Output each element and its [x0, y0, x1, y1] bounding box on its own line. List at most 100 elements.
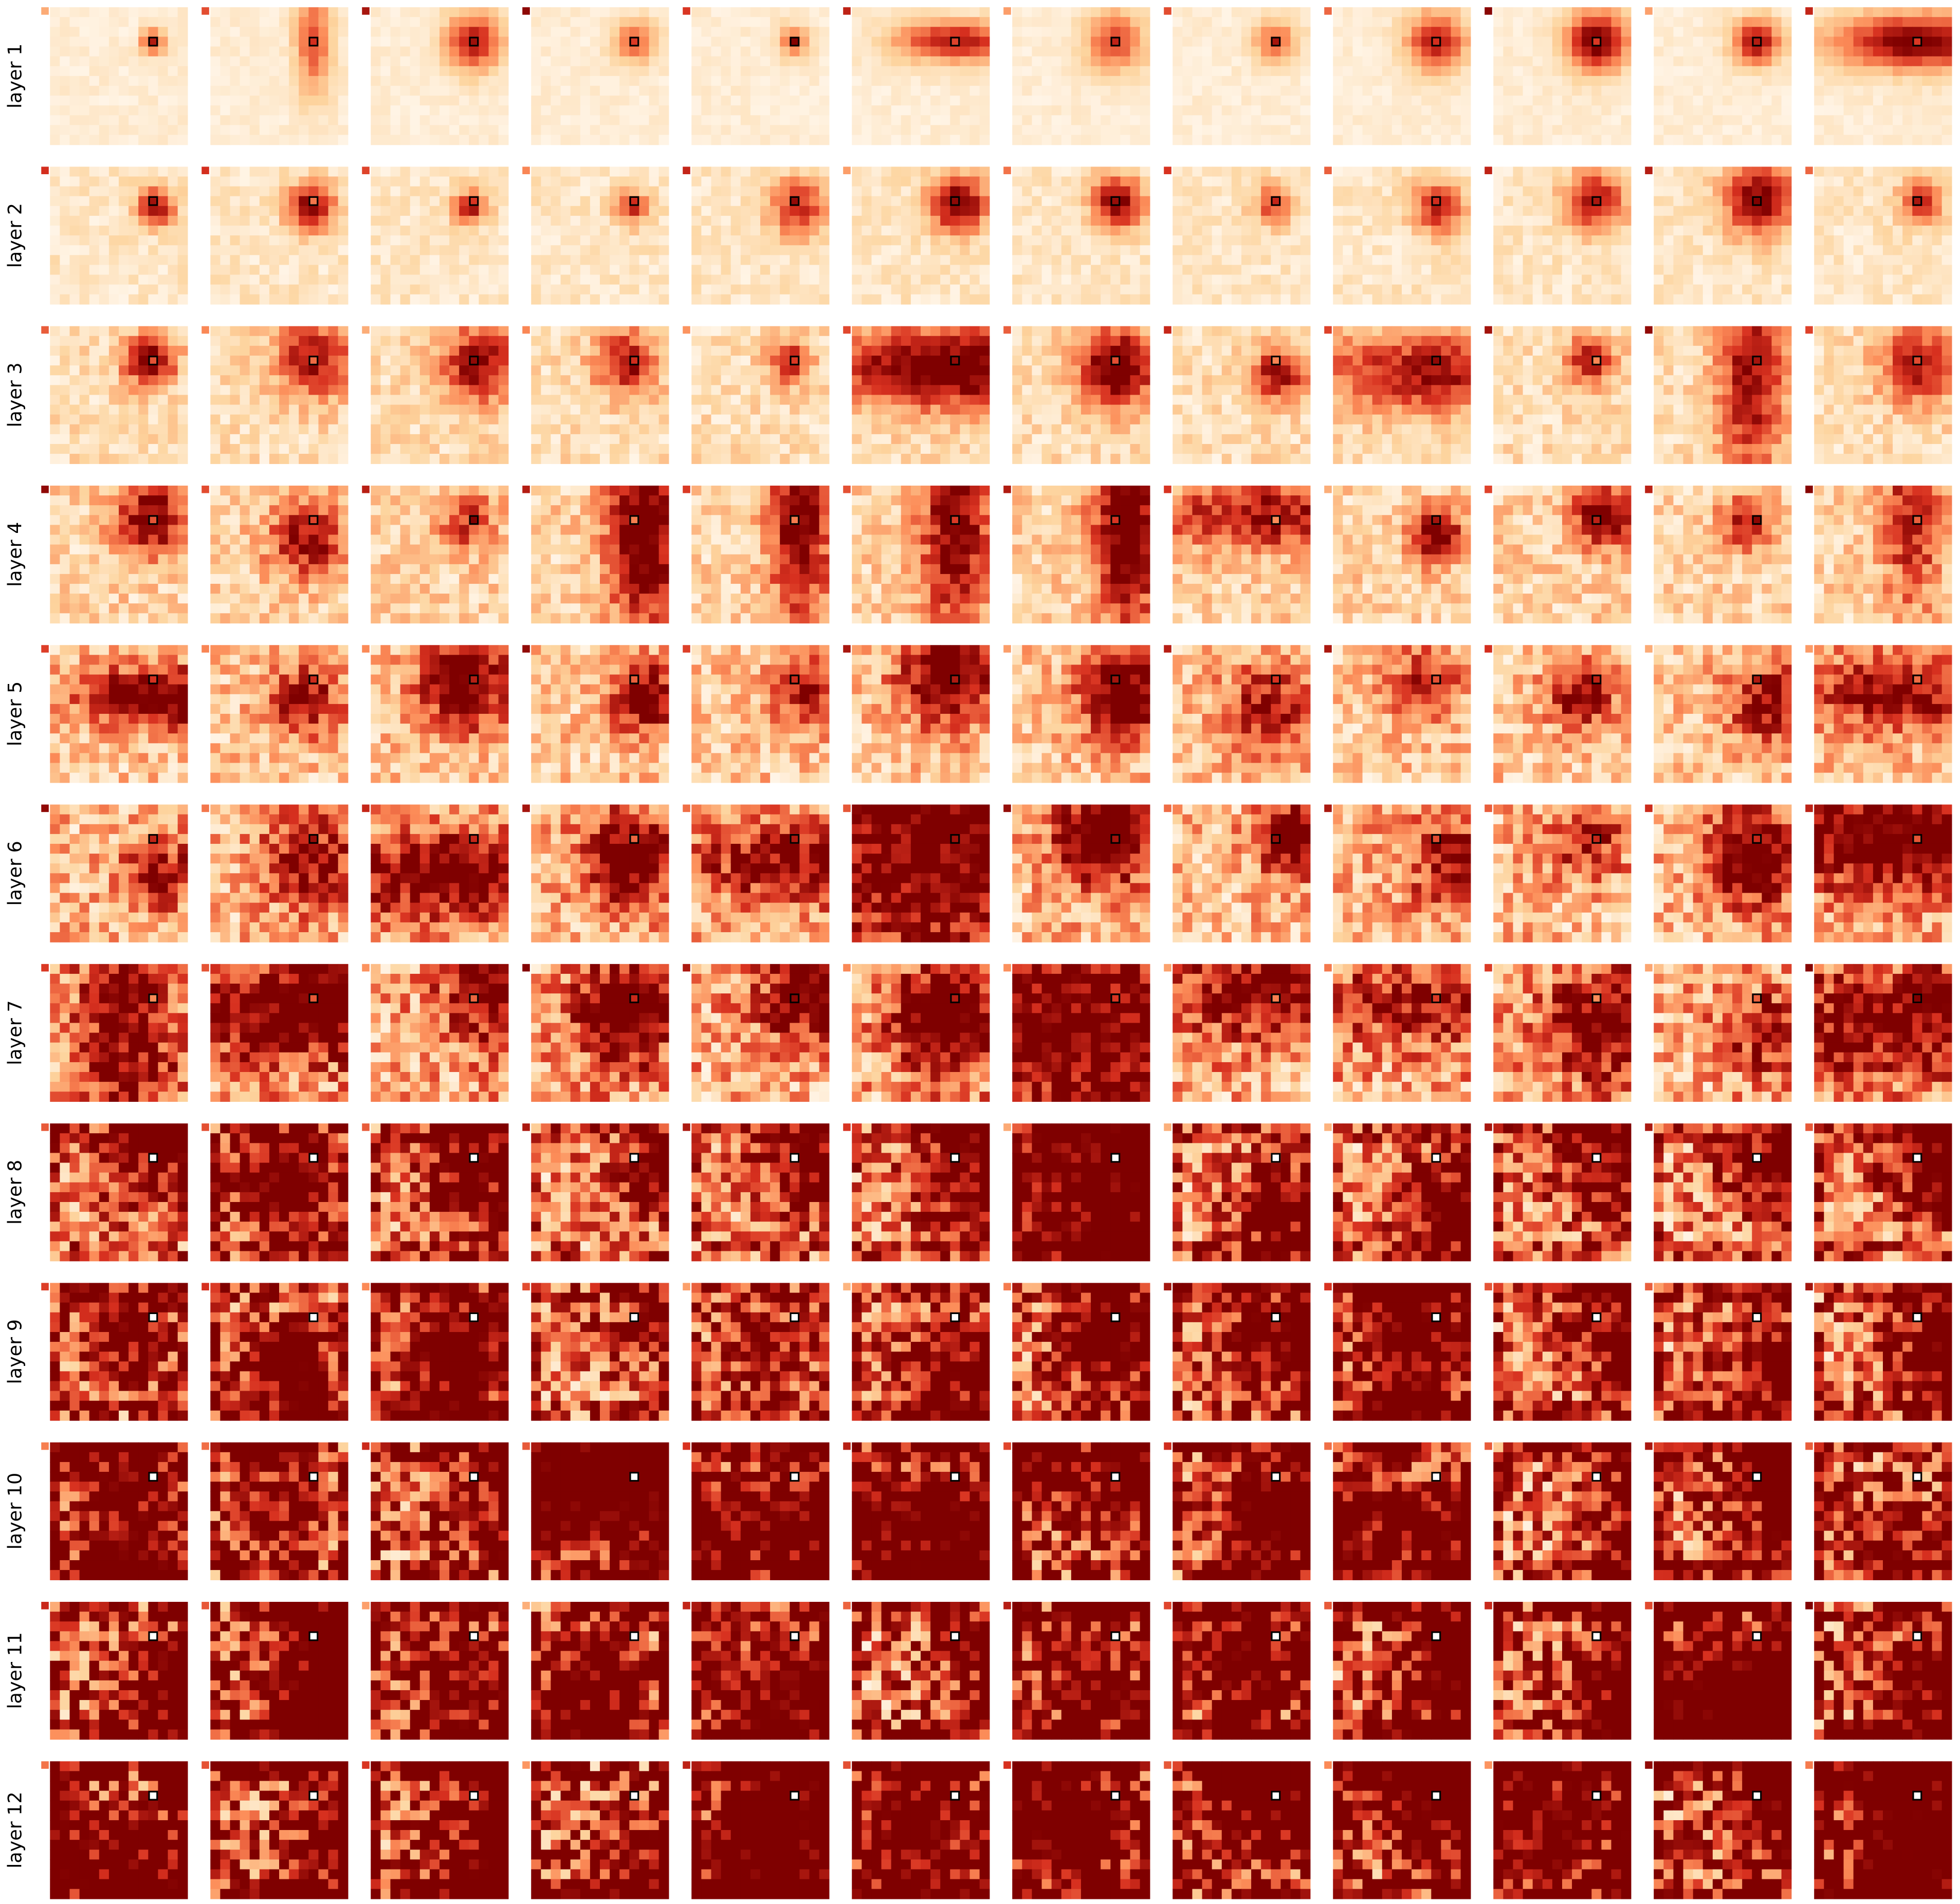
heatmap-cell	[721, 294, 731, 305]
heatmap-cell	[619, 176, 630, 187]
heatmap-cell	[969, 255, 980, 266]
heatmap-cell	[1173, 226, 1183, 236]
heatmap-cell	[1280, 56, 1291, 67]
heatmap-cell	[1902, 56, 1913, 67]
heatmap-cell	[901, 265, 911, 275]
query-marker	[1110, 196, 1121, 206]
heatmap-cell	[770, 255, 780, 266]
heatmap-cell	[760, 76, 771, 86]
heatmap-cell	[338, 196, 349, 207]
heatmap-cell	[1451, 135, 1461, 145]
heatmap-cell	[1280, 235, 1291, 246]
heatmap-cell	[871, 245, 882, 256]
heatmap-cell	[920, 196, 931, 207]
heatmap-cell	[852, 7, 863, 17]
heatmap-cell	[871, 76, 882, 86]
heatmap-cell	[488, 76, 499, 86]
heatmap-cell	[1451, 226, 1461, 236]
heatmap-cell	[1712, 176, 1723, 187]
heatmap-cell	[89, 326, 100, 337]
heatmap-cell	[1523, 85, 1533, 96]
heatmap-cell	[590, 56, 600, 67]
heatmap-cell	[269, 186, 280, 197]
heatmap	[1003, 167, 1150, 305]
heatmap-cell	[449, 27, 460, 38]
heatmap-cell	[790, 176, 800, 187]
heatmap-cell	[1362, 186, 1373, 197]
heatmap-cell	[1241, 215, 1252, 226]
heatmap-cell	[740, 36, 751, 47]
heatmap-cell	[210, 294, 221, 305]
heatmap-cell	[1032, 135, 1042, 145]
heatmap-cell	[701, 215, 712, 226]
heatmap-cell	[269, 36, 280, 47]
heatmap-cell	[1460, 135, 1471, 145]
heatmap-cell	[449, 255, 460, 266]
heatmap-cell	[1532, 105, 1543, 116]
heatmap-cell	[60, 176, 70, 187]
heatmap-cell	[79, 235, 90, 246]
heatmap-cell	[108, 226, 119, 236]
heatmap-cell	[1460, 265, 1471, 275]
heatmap-cell	[1362, 76, 1373, 86]
heatmap-cell	[910, 294, 921, 305]
heatmap-cell	[1722, 255, 1733, 266]
heatmap-cell	[701, 85, 712, 96]
heatmap-cell	[380, 46, 391, 57]
heatmap-cell	[1352, 85, 1363, 96]
heatmap-cell	[299, 176, 309, 187]
heatmap-cell	[658, 36, 669, 47]
heatmap-cell	[1382, 17, 1393, 28]
heatmap-cell	[1140, 245, 1150, 256]
heatmap-cell	[371, 105, 381, 116]
heatmap-cell	[862, 235, 872, 246]
heatmap-cell	[691, 27, 702, 38]
heatmap-cell	[1080, 294, 1091, 305]
heatmap-cell	[930, 7, 941, 17]
heatmap-cell	[158, 7, 169, 17]
heatmap-cell	[269, 196, 280, 207]
heatmap-cell	[871, 96, 882, 106]
heatmap-cell	[1460, 17, 1471, 28]
heatmap-cell	[177, 36, 188, 47]
heatmap-cell	[531, 76, 542, 86]
heatmap-cell	[910, 135, 921, 145]
heatmap-cell	[1241, 235, 1252, 246]
heatmap-cell	[760, 245, 771, 256]
heatmap-cell	[1693, 27, 1703, 38]
heatmap-cell	[1251, 196, 1261, 207]
heatmap-cell	[168, 167, 178, 177]
heatmap-cell	[459, 255, 470, 266]
heatmap-cell	[1532, 135, 1543, 145]
heatmap-cell	[701, 176, 712, 187]
heatmap-cell	[1280, 17, 1291, 28]
heatmap-cell	[259, 46, 270, 57]
heatmap-cell	[429, 105, 440, 116]
heatmap-cell	[1261, 76, 1272, 86]
heatmap-cell	[1012, 265, 1023, 275]
heatmap-cell	[390, 125, 401, 136]
heatmap-cell	[60, 336, 70, 346]
heatmap-cell	[410, 56, 420, 67]
heatmap-cell	[1192, 115, 1203, 126]
heatmap-cell	[531, 235, 542, 246]
heatmap-cell	[338, 284, 349, 295]
heatmap-cell	[1552, 135, 1563, 145]
heatmap-cell	[60, 454, 70, 464]
heatmap-cell	[891, 27, 902, 38]
heatmap-cell	[960, 105, 970, 116]
heatmap	[1164, 7, 1311, 145]
heatmap-cell	[1140, 215, 1150, 226]
heatmap-cell	[551, 76, 561, 86]
heatmap-cell	[1451, 284, 1461, 295]
heatmap-cell	[158, 115, 169, 126]
heatmap-cell	[1621, 215, 1632, 226]
heatmap-cell	[711, 284, 722, 295]
heatmap-cell	[1493, 235, 1504, 246]
heatmap-cell	[1732, 56, 1743, 67]
heatmap-cell	[289, 235, 299, 246]
heatmap-cell	[1814, 85, 1825, 96]
heatmap-cell	[400, 274, 411, 285]
heatmap-cell	[449, 206, 460, 216]
heatmap-cell	[910, 125, 921, 136]
